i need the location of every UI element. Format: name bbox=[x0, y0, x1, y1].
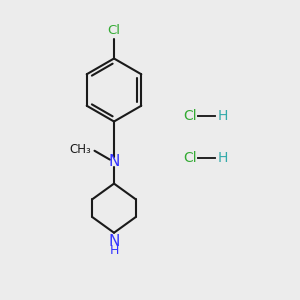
Text: H: H bbox=[218, 109, 228, 122]
Text: Cl: Cl bbox=[183, 151, 196, 164]
Text: N: N bbox=[108, 154, 120, 169]
Text: Cl: Cl bbox=[107, 24, 121, 37]
Text: CH₃: CH₃ bbox=[69, 143, 91, 156]
Text: Cl: Cl bbox=[183, 109, 196, 122]
Text: N: N bbox=[108, 234, 120, 249]
Text: H: H bbox=[109, 244, 119, 257]
Text: H: H bbox=[218, 151, 228, 164]
